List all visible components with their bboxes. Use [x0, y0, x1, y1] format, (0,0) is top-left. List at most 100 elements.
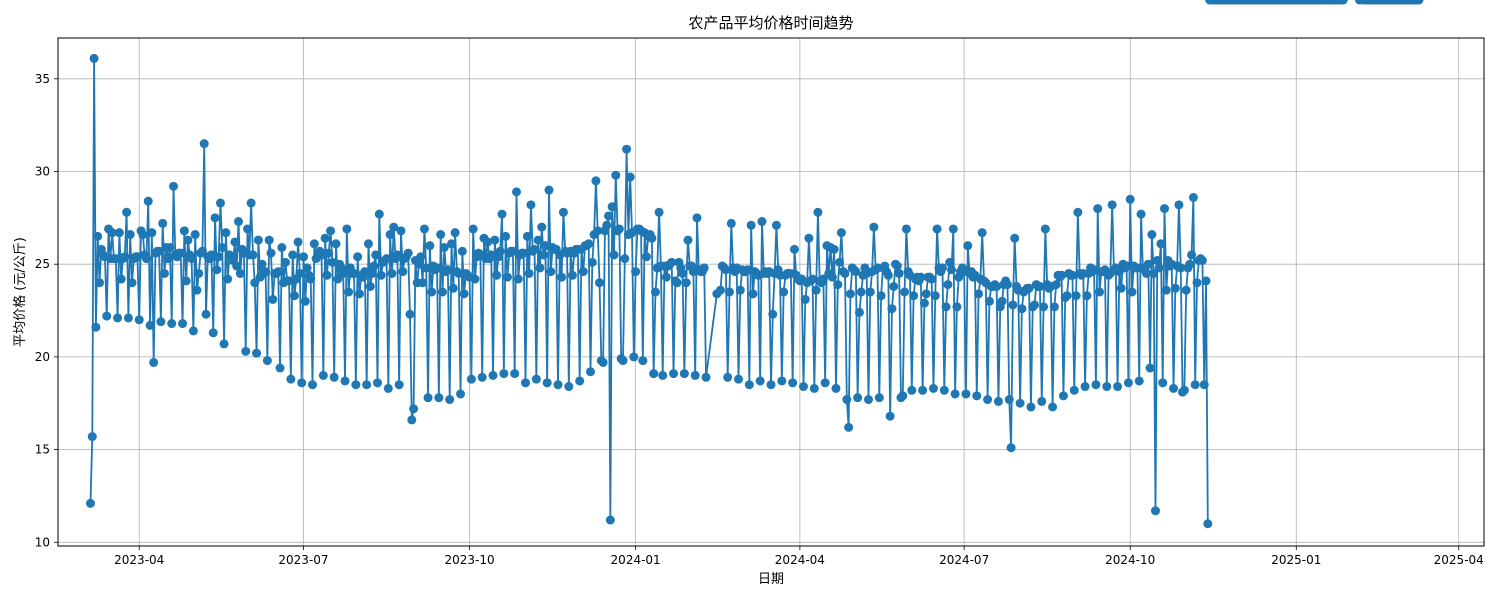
data-point — [403, 248, 413, 258]
y-tick-label: 30 — [35, 164, 50, 178]
data-point — [892, 261, 902, 271]
data-point — [524, 268, 534, 278]
data-point — [901, 224, 911, 234]
data-point — [221, 228, 231, 238]
data-point — [1176, 263, 1186, 273]
data-point — [540, 241, 550, 251]
data-point — [1116, 283, 1126, 293]
data-point — [602, 220, 612, 230]
data-point — [293, 237, 303, 247]
data-point — [889, 281, 899, 291]
data-point — [488, 370, 498, 380]
data-point — [620, 254, 630, 264]
data-point — [533, 235, 543, 245]
data-point — [779, 287, 789, 297]
data-point — [1002, 280, 1012, 290]
data-point — [156, 317, 166, 327]
data-point — [354, 289, 364, 299]
data-point — [813, 207, 823, 217]
data-point — [371, 250, 381, 260]
data-point — [111, 254, 121, 264]
data-point — [208, 328, 218, 338]
data-point — [558, 207, 568, 217]
data-point — [997, 296, 1007, 306]
data-point — [138, 230, 148, 240]
data-point — [102, 311, 112, 321]
data-point — [1089, 265, 1099, 275]
data-point — [898, 391, 908, 401]
data-point — [631, 267, 641, 277]
data-point — [724, 287, 734, 297]
data-point — [502, 272, 512, 282]
data-point — [373, 378, 382, 388]
data-point — [160, 268, 169, 278]
data-point — [755, 376, 765, 386]
data-point — [210, 213, 220, 223]
data-point — [622, 144, 632, 154]
data-point — [1091, 380, 1101, 390]
data-point — [629, 352, 639, 362]
data-point — [1190, 380, 1200, 390]
data-point — [1062, 291, 1072, 301]
data-point — [349, 268, 359, 278]
data-point — [369, 261, 379, 271]
x-tick-label: 2024-07 — [939, 553, 989, 567]
data-point — [820, 378, 830, 388]
data-point — [575, 376, 585, 386]
data-point — [1004, 395, 1014, 405]
data-point — [961, 389, 971, 399]
data-point — [300, 296, 310, 306]
data-point — [262, 356, 272, 366]
data-point — [253, 235, 263, 245]
data-point — [800, 294, 810, 304]
data-point — [250, 278, 260, 288]
data-point — [418, 278, 428, 288]
x-tick-label: 2024-10 — [1105, 553, 1155, 567]
data-point — [1136, 209, 1146, 219]
data-point — [1134, 376, 1144, 386]
data-point — [219, 339, 229, 349]
data-point — [658, 370, 668, 380]
y-axis: 10 15 20 25 30 35 — [35, 72, 58, 549]
data-point — [163, 254, 173, 264]
data-point — [495, 246, 505, 256]
data-point — [298, 252, 308, 262]
data-point — [1080, 382, 1090, 392]
data-point — [1057, 270, 1067, 280]
data-point — [414, 259, 424, 269]
data-point — [445, 395, 455, 405]
grid-lines — [58, 38, 1484, 546]
data-point — [454, 268, 464, 278]
data-point — [542, 378, 552, 388]
data-point — [679, 369, 689, 379]
data-point — [1040, 224, 1050, 234]
data-point — [808, 274, 818, 284]
data-point — [243, 224, 253, 234]
data-point — [212, 265, 222, 275]
data-point — [609, 250, 619, 260]
data-point — [883, 270, 893, 280]
data-point — [416, 252, 426, 262]
data-point — [661, 272, 671, 282]
data-point — [544, 185, 554, 195]
y-axis-label: 平均价格 (元/公斤) — [12, 237, 28, 347]
data-point — [340, 376, 350, 386]
data-point — [457, 246, 467, 256]
data-point — [232, 261, 242, 271]
data-point — [1338, 0, 1348, 5]
data-point — [450, 228, 460, 238]
data-point — [396, 226, 406, 236]
chart-title: 农产品平均价格时间趋势 — [688, 14, 853, 32]
data-point — [611, 170, 621, 180]
data-point — [833, 280, 843, 290]
data-point — [757, 217, 767, 227]
data-point — [322, 270, 332, 280]
data-point — [1149, 268, 1159, 278]
data-point — [798, 382, 808, 392]
data-point — [947, 265, 957, 275]
data-point — [113, 313, 123, 323]
plot-frame — [57, 37, 1485, 547]
x-axis-label: 日期 — [758, 572, 784, 587]
data-point — [584, 239, 594, 249]
data-point — [598, 357, 608, 367]
